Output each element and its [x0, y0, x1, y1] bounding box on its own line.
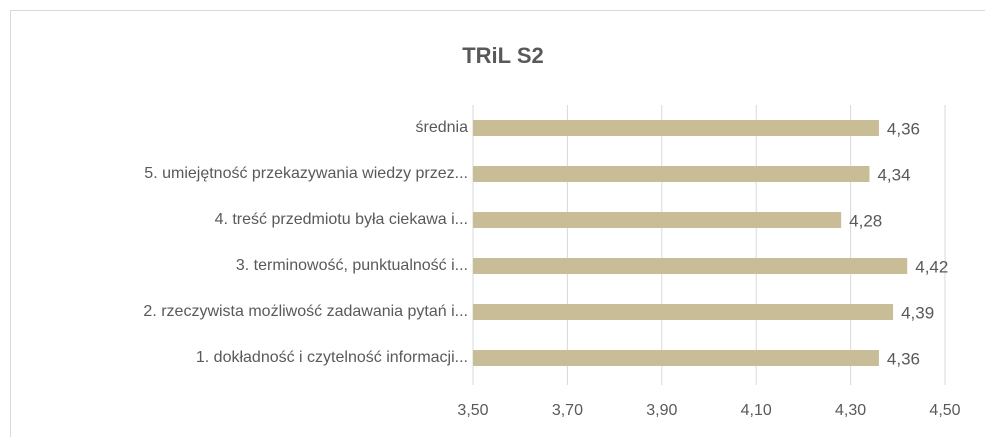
data-label: 4,36 — [887, 349, 920, 368]
x-tick-label: 3,50 — [457, 402, 488, 419]
bar — [473, 212, 842, 228]
chart-title: TRiL S2 — [462, 43, 544, 68]
y-tick-label: 3. terminowość, punktualność i... — [236, 257, 468, 274]
x-tick-label: 4,10 — [741, 402, 772, 419]
bar — [473, 350, 879, 366]
x-tick-label: 4,50 — [929, 402, 960, 419]
data-label: 4,34 — [877, 165, 910, 184]
bar — [473, 258, 908, 274]
bar — [473, 166, 870, 182]
y-tick-label: średnia — [416, 119, 469, 136]
y-tick-label: 5. umiejętność przekazywania wiedzy prze… — [144, 165, 468, 182]
bar — [473, 304, 894, 320]
y-tick-label: 2. rzeczywista możliwość zadawania pytań… — [143, 303, 468, 320]
data-label: 4,28 — [849, 211, 882, 230]
bar — [473, 120, 879, 136]
x-tick-label: 4,30 — [835, 402, 866, 419]
x-tick-label: 3,70 — [552, 402, 583, 419]
data-label: 4,39 — [901, 303, 934, 322]
x-tick-label: 3,90 — [646, 402, 677, 419]
y-tick-label: 4. treść przedmiotu była ciekawa i... — [215, 211, 468, 228]
data-label: 4,42 — [915, 257, 948, 276]
data-label: 4,36 — [887, 119, 920, 138]
y-tick-label: 1. dokładność i czytelność informacji... — [196, 349, 468, 366]
